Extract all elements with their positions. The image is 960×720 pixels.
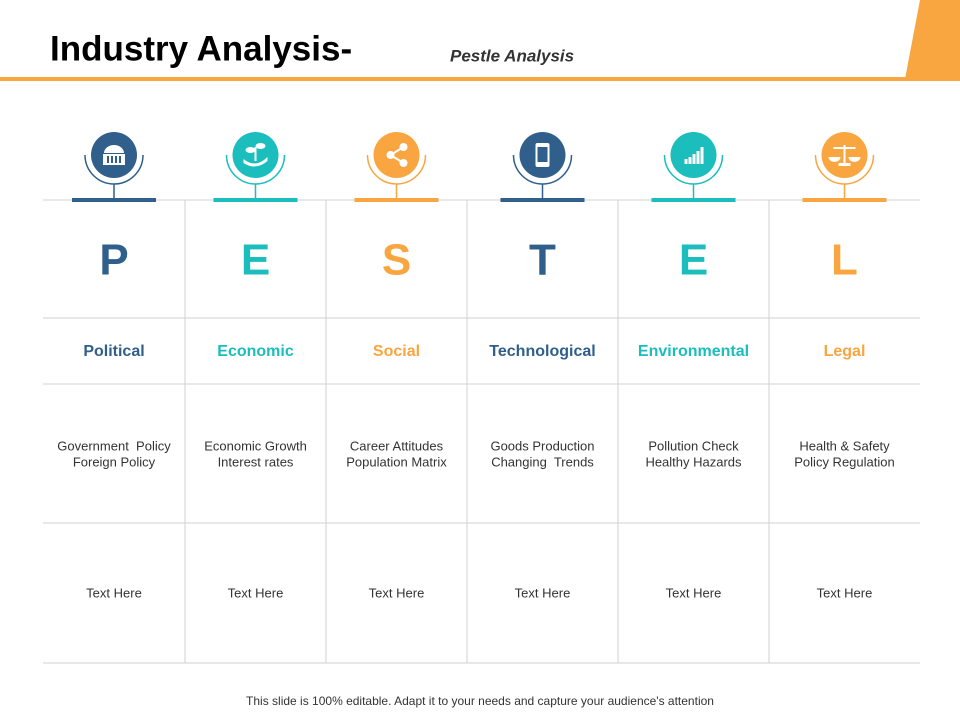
corner-accent	[905, 0, 960, 79]
detail: Changing Trends	[491, 454, 594, 469]
icon-arc	[814, 154, 875, 185]
detail: Policy Regulation	[794, 454, 894, 469]
icon	[537, 147, 548, 162]
detail: Population Matrix	[346, 454, 447, 469]
category-name: Legal	[824, 343, 866, 360]
icon	[119, 156, 121, 163]
icon	[104, 145, 124, 153]
letter: S	[382, 236, 411, 285]
icon-bar	[651, 198, 736, 202]
icon	[255, 143, 266, 149]
icon	[838, 163, 851, 166]
detail: Career Attitudes	[350, 438, 444, 453]
icon-arc	[84, 154, 144, 185]
detail: Healthy Hazards	[645, 454, 742, 469]
detail: Foreign Policy	[73, 454, 156, 469]
category-name: Social	[373, 343, 420, 360]
icon-bar	[802, 198, 887, 202]
letter: P	[99, 236, 128, 285]
detail: Government Policy	[57, 438, 171, 453]
letter: T	[529, 236, 556, 285]
icon-bar	[354, 198, 439, 202]
icon-arc	[663, 154, 724, 185]
icon	[848, 157, 861, 162]
letter: L	[831, 236, 858, 285]
letter: E	[241, 236, 270, 285]
category-name: Technological	[489, 343, 595, 360]
icon	[399, 159, 408, 167]
subtitle: Pestle Analysis	[450, 46, 574, 65]
category-name: Political	[83, 343, 144, 360]
icon-bar	[72, 198, 156, 202]
icon-arc	[225, 154, 286, 185]
icon	[103, 154, 125, 165]
icon-circle	[373, 132, 420, 178]
cell-text: Text Here	[369, 585, 425, 600]
footer: This slide is 100% editable. Adapt it to…	[246, 694, 714, 708]
detail: Goods Production	[490, 438, 594, 453]
icon-arc	[512, 154, 573, 185]
icon	[399, 143, 408, 151]
detail: Health & Safety	[799, 438, 890, 453]
icon	[111, 156, 113, 163]
title: Industry Analysis-	[50, 29, 352, 68]
cell-text: Text Here	[86, 585, 142, 600]
icon	[684, 159, 688, 164]
icon	[692, 154, 696, 164]
detail: Interest rates	[218, 454, 294, 469]
icon	[696, 151, 700, 164]
icon	[245, 147, 256, 153]
cell-text: Text Here	[228, 585, 284, 600]
icon	[688, 157, 692, 164]
category-name: Economic	[217, 343, 294, 360]
icon	[700, 147, 704, 164]
header-rule	[0, 77, 960, 81]
icon	[115, 156, 117, 163]
icon-bar	[213, 198, 298, 202]
icon	[386, 151, 395, 159]
icon	[107, 156, 109, 163]
cell-text: Text Here	[666, 585, 722, 600]
cell-text: Text Here	[817, 585, 873, 600]
category-name: Environmental	[638, 343, 749, 360]
icon-arc	[366, 154, 427, 185]
icon	[828, 157, 841, 162]
detail: Economic Growth	[204, 438, 307, 453]
cell-text: Text Here	[515, 585, 571, 600]
detail: Pollution Check	[648, 438, 739, 453]
icon-bar	[500, 198, 585, 202]
icon	[243, 157, 268, 167]
letter: E	[679, 236, 708, 285]
